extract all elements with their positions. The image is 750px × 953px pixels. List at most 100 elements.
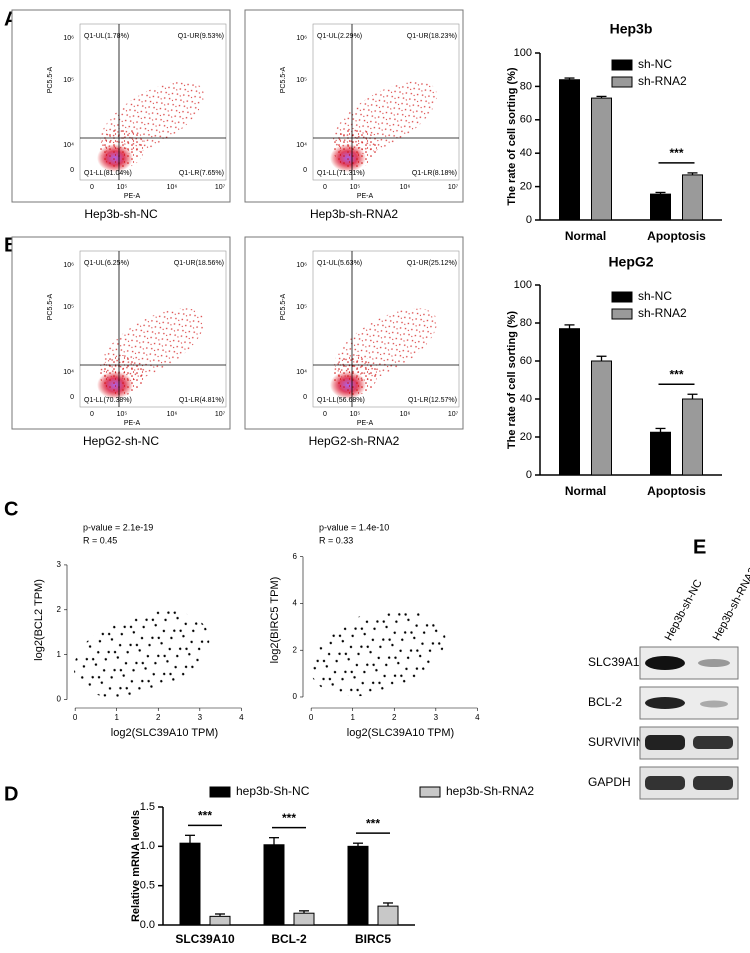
quadrant-label: Q1-LR(4.81%) [179, 397, 224, 404]
significance-label: *** [366, 816, 380, 830]
legend-label: hep3b-Sh-NC [236, 784, 310, 798]
flow-axes [79, 250, 227, 408]
x-axis-label: PE-A [357, 420, 374, 427]
x-tick-label: 0 [73, 713, 78, 722]
x-tick-label: 10⁶ [400, 184, 411, 191]
y-axis-label: log2(BIRC5 TPM) [269, 577, 281, 664]
bar [650, 431, 671, 476]
bar [559, 328, 580, 476]
y-tick-label: 0 [526, 214, 532, 226]
y-tick-label: 1.0 [140, 840, 155, 852]
chart-title: Hep3b [610, 21, 653, 37]
y-tick-label: 0 [526, 469, 532, 481]
y-tick-label: 60 [520, 114, 532, 126]
annotation: R = 0.45 [83, 535, 117, 545]
significance-label: *** [198, 808, 212, 822]
quadrant-label: Q1-UR(18.56%) [174, 260, 224, 267]
protein-label: BCL-2 [588, 695, 622, 709]
western-blot: Hep3b-sh-NC Hep3b-sh-RNA2 SLC39A10 BCL-2… [588, 566, 750, 800]
legend-label: sh-NC [638, 57, 672, 71]
y-tick-label: 20 [520, 431, 532, 443]
y-tick-label: 100 [514, 47, 532, 59]
panel-label: E [693, 536, 706, 558]
band [700, 700, 728, 708]
x-tick-label: 4 [239, 713, 244, 722]
x-tick-label: 10⁷ [448, 184, 459, 191]
y-tick-label: 10⁶ [296, 35, 307, 42]
cell-cloud [100, 355, 144, 395]
quadrant-label: Q1-LL(56.68%) [317, 397, 365, 404]
quadrant-label: Q1-UR(9.53%) [178, 33, 224, 40]
cell-cloud [333, 355, 377, 395]
significance-label: *** [669, 146, 683, 160]
y-axis-label: PC5.5-A [47, 293, 54, 320]
bar [209, 915, 231, 926]
x-axis-label: PE-A [357, 193, 374, 200]
band [698, 659, 730, 667]
cell-cloud [333, 128, 377, 168]
y-tick-label: 6 [293, 552, 298, 561]
band [645, 776, 685, 790]
y-axis-label: PC5.5-A [280, 66, 287, 93]
y-tick-label: 10⁵ [296, 304, 307, 311]
quadrant-label: Q1-UL(6.25%) [84, 260, 129, 267]
y-tick-label: 0.5 [140, 880, 155, 892]
legend-label: sh-RNA2 [638, 74, 687, 88]
x-tick-label: Normal [565, 484, 606, 498]
x-tick-label: 0 [323, 184, 327, 191]
flow-caption: HepG2-sh-NC [83, 434, 159, 448]
x-tick-label: 0 [323, 411, 327, 418]
x-tick-label: 10⁵ [117, 411, 128, 418]
bar [263, 844, 285, 926]
x-tick-label: Apoptosis [647, 484, 706, 498]
x-axis-label: log2(SLC39A10 TPM) [347, 727, 454, 739]
y-tick-label: 0 [293, 692, 298, 701]
x-tick-label: SLC39A10 [175, 932, 235, 946]
x-tick-label: BCL-2 [271, 932, 307, 946]
protein-label: SURVIVIN [588, 735, 644, 749]
x-tick-label: 10⁵ [350, 184, 361, 191]
legend-label: sh-RNA2 [638, 306, 687, 320]
y-tick-label: 10⁴ [63, 369, 74, 376]
x-tick-label: Normal [565, 229, 606, 243]
x-tick-label: 10⁶ [400, 411, 411, 418]
band [693, 776, 733, 790]
quadrant-label: Q1-UL(1.78%) [84, 33, 129, 40]
legend-label: hep3b-Sh-RNA2 [446, 784, 534, 798]
chart-title: HepG2 [608, 254, 653, 270]
y-tick-label: 10⁶ [63, 262, 74, 269]
protein-label: GAPDH [588, 775, 631, 789]
protein-label: SLC39A10 [588, 655, 646, 669]
bar [377, 905, 399, 926]
x-tick-label: 10⁶ [167, 411, 178, 418]
y-tick-label: 20 [520, 181, 532, 193]
y-tick-label: 0 [70, 394, 74, 401]
x-tick-label: 1 [350, 713, 355, 722]
band [645, 697, 685, 709]
legend-swatch [611, 76, 633, 88]
x-tick-label: 0 [90, 411, 94, 418]
x-axis-label: PE-A [124, 420, 141, 427]
x-tick-label: 3 [198, 713, 203, 722]
quadrant-label: Q1-LR(12.57%) [408, 397, 457, 404]
y-tick-label: 60 [520, 355, 532, 367]
y-axis-label: PC5.5-A [280, 293, 287, 320]
y-axis-label: Relative mRNA levels [130, 810, 142, 922]
significance-label: *** [669, 367, 683, 381]
x-axis-label: PE-A [124, 193, 141, 200]
quadrant-label: Q1-LR(7.65%) [179, 170, 224, 177]
y-axis-label: The rate of cell sorting (%) [506, 67, 518, 205]
annotation: p-value = 1.4e-10 [319, 522, 389, 532]
band [693, 736, 733, 749]
x-tick-label: 10⁷ [215, 411, 226, 418]
significance-label: *** [282, 811, 296, 825]
bar [591, 360, 612, 476]
legend-swatch [611, 308, 633, 320]
y-axis-label: The rate of cell sorting (%) [506, 311, 518, 449]
band [645, 735, 685, 750]
y-tick-label: 10⁴ [63, 142, 74, 149]
x-tick-label: 2 [392, 713, 397, 722]
point-cloud [309, 608, 446, 697]
